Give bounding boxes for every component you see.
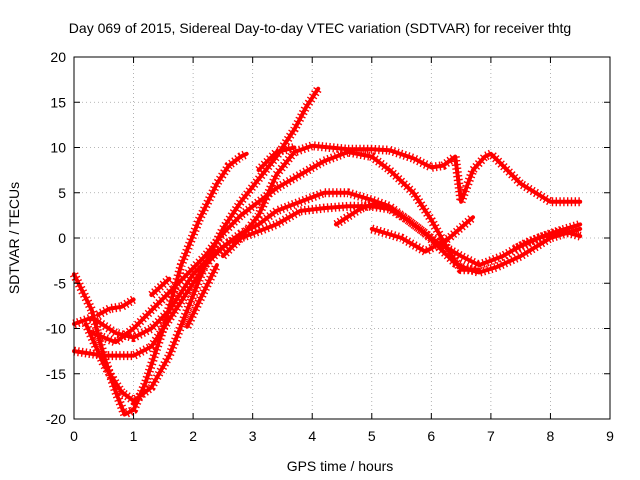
x-tick-label: 0 [70, 428, 78, 444]
x-tick-label: 6 [427, 428, 435, 444]
x-tick-label: 3 [249, 428, 257, 444]
x-tick-label: 1 [130, 428, 138, 444]
x-tick-label: 2 [189, 428, 197, 444]
x-tick-label: 9 [606, 428, 614, 444]
y-axis-label: SDTVAR / TECUs [6, 182, 22, 294]
x-axis-label: GPS time / hours [287, 458, 394, 474]
x-tick-label: 4 [308, 428, 316, 444]
y-tick-label: -20 [46, 411, 66, 427]
chart-title: Day 069 of 2015, Sidereal Day-to-day VTE… [69, 20, 571, 36]
x-tick-label: 8 [547, 428, 555, 444]
y-tick-label: 5 [58, 185, 66, 201]
y-tick-label: 10 [50, 140, 66, 156]
y-tick-label: 15 [50, 94, 66, 110]
series-group [74, 89, 580, 415]
x-tick-label: 7 [487, 428, 495, 444]
axis-ticks: 0 1 2 3 4 5 6 7 8 9 -20 -15 -10 -5 0 5 10 15 20 [46, 49, 614, 444]
series-c-line [74, 206, 580, 337]
y-tick-label: -5 [54, 275, 67, 291]
sdtvar-chart: Day 069 of 2015, Sidereal Day-to-day VTE… [0, 0, 640, 480]
series-c-markers [74, 206, 580, 337]
y-tick-label: -15 [46, 366, 66, 382]
y-tick-label: 20 [50, 49, 66, 65]
y-tick-label: -10 [46, 321, 66, 337]
x-tick-label: 5 [368, 428, 376, 444]
y-tick-label: 0 [58, 230, 66, 246]
